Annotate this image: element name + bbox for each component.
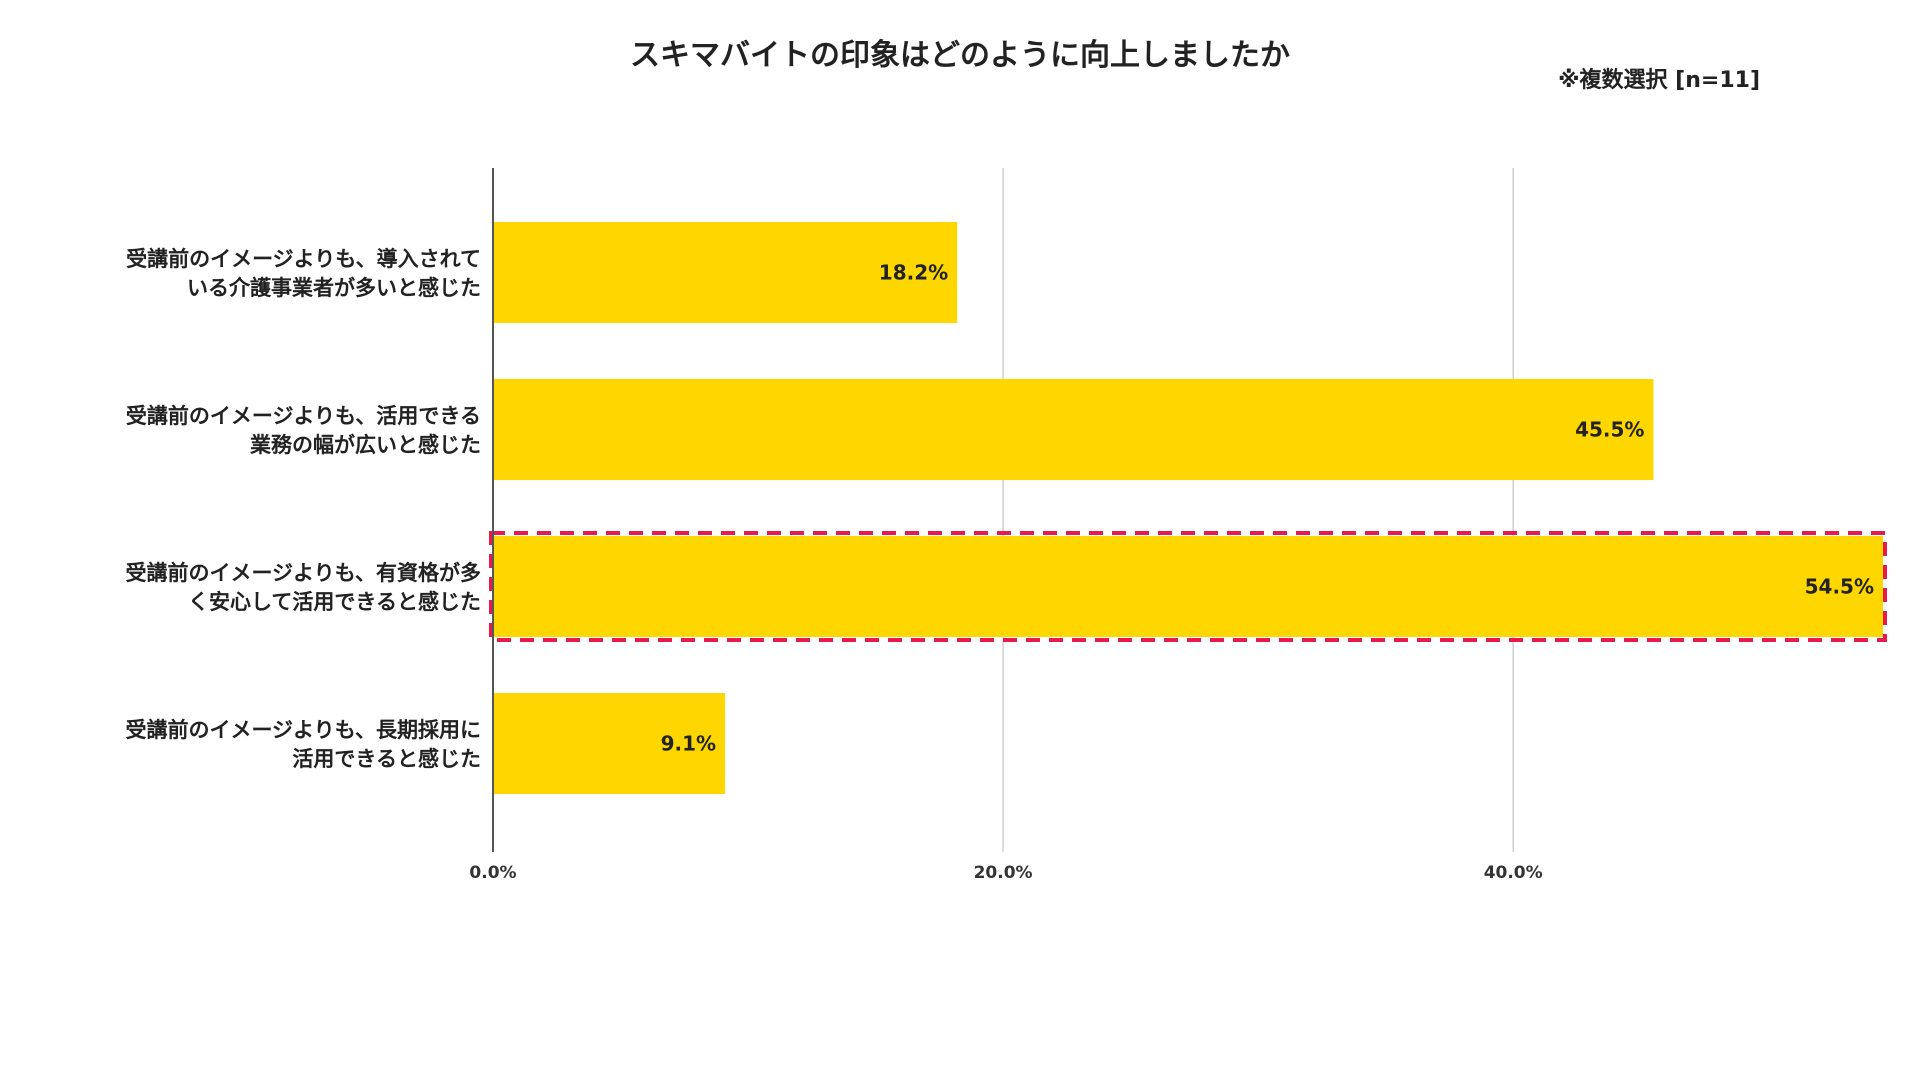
category-label-1-1: 業務の幅が広いと感じた [250,433,481,457]
category-label-0-0: 受講前のイメージよりも、導入されて [126,247,481,271]
category-label-3-1: 活用できると感じた [292,747,481,771]
category-label-2-1: く安心して活用できると感じた [188,590,481,614]
chart-title: スキマバイトの印象はどのように向上しましたか [630,38,1290,73]
x-tick-label-1: 20.0% [974,863,1033,883]
bar-2 [493,536,1883,637]
bar-0 [493,222,958,323]
highlight-box [489,531,1887,642]
x-tick-label-0: 0.0% [469,863,516,883]
bar-1 [493,379,1654,480]
category-label-0-1: いる介護事業者が多いと感じた [187,276,481,300]
x-tick-label-2: 40.0% [1484,863,1543,883]
category-label-3-0: 受講前のイメージよりも、長期採用に [125,718,481,742]
category-label-2-0: 受講前のイメージよりも、有資格が多 [125,561,481,585]
data-label-3: 9.1% [661,732,716,756]
data-label-2: 54.5% [1805,575,1874,599]
chart-subtitle: ※複数選択 [n=11] [1558,68,1760,93]
bar-3 [493,693,726,794]
category-label-1-0: 受講前のイメージよりも、活用できる [126,404,481,428]
data-label-0: 18.2% [879,261,948,285]
data-label-1: 45.5% [1575,418,1644,442]
